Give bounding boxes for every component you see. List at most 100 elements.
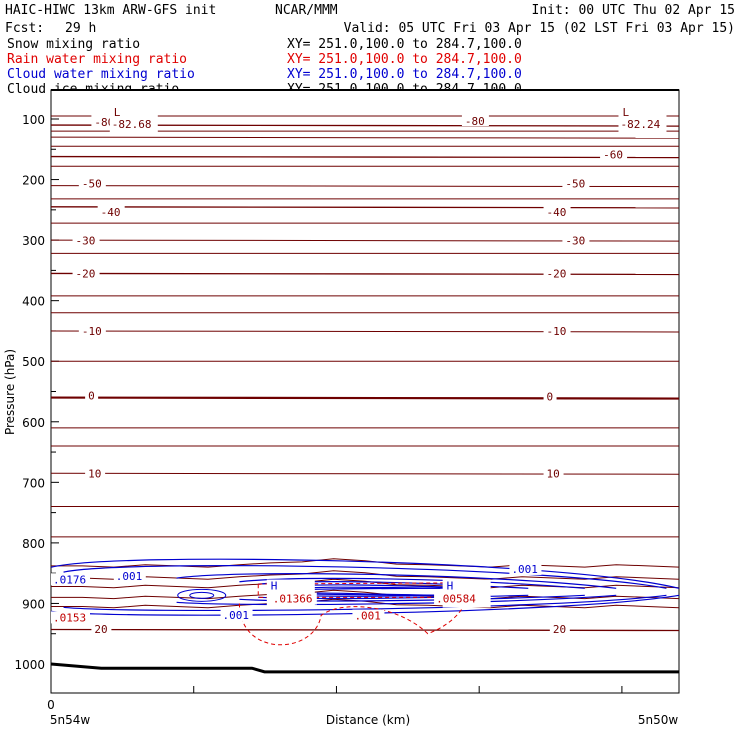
mixing-label-2: .001 — [511, 563, 538, 576]
field-name-0: Snow mixing ratio — [7, 37, 140, 52]
mixing-label-bg-0 — [113, 570, 146, 583]
field-name-2: Cloud water mixing ratio — [7, 67, 195, 82]
mixing-label-bg-4 — [51, 611, 90, 624]
temp-label-bg-6 — [543, 204, 571, 217]
temp-label-16: 10 — [547, 467, 560, 480]
field-xy-1: XY= 251.0,100.0 to 284.7,100.0 — [287, 52, 522, 67]
temp-label-bg-18 — [549, 622, 570, 635]
field-legend: Snow mixing ratio XY= 251.0,100.0 to 284.… — [7, 37, 522, 97]
temp-label-bg-16 — [543, 466, 564, 479]
y-tick-label-9: 1000 — [14, 658, 45, 672]
extremum-type-2: H — [271, 580, 278, 593]
y-axis-title: Pressure (hPa) — [3, 349, 17, 435]
temp-label-bg-2 — [600, 147, 628, 160]
isotherm-2 — [50, 155, 680, 159]
temp-label-bg-12 — [543, 324, 571, 337]
isotherm-7 — [50, 330, 680, 333]
cloud-water-contour-0 — [50, 558, 680, 616]
temp-label-4: -50 — [565, 177, 585, 190]
mixing-label-bg-5 — [270, 592, 317, 605]
extremum-type-1: L — [622, 106, 629, 119]
temp-label-12: -10 — [547, 325, 567, 338]
fcst-value: 29 h — [65, 21, 96, 36]
x-left-location: 5n54w — [50, 713, 91, 727]
temp-label-9: -20 — [76, 268, 96, 281]
model-title: HAIC-HIWC 13km ARW-GFS init — [5, 3, 216, 18]
cloud-water-contour-2 — [176, 573, 617, 606]
temp-label-bg-3 — [78, 176, 106, 189]
x-axis-title: Distance (km) — [326, 713, 410, 727]
field-xy-2: XY= 251.0,100.0 to 284.7,100.0 — [287, 67, 522, 82]
field-name-1: Rain water mixing ratio — [7, 52, 187, 67]
y-tick-label-4: 500 — [22, 355, 45, 369]
extremum-bg-1 — [618, 105, 667, 134]
temp-label-bg-14 — [543, 389, 557, 402]
temp-label-bg-1 — [461, 114, 489, 127]
temp-label-2: -60 — [603, 148, 623, 161]
mixing-label-7: .001 — [354, 610, 381, 623]
mixing-label-bg-7 — [352, 609, 385, 622]
mixing-label-5: .01366 — [273, 593, 313, 606]
temp-label-18: 20 — [553, 623, 566, 636]
mixing-label-bg-1 — [51, 573, 90, 586]
mixing-label-0: .001 — [116, 570, 143, 583]
init-time: Init: 00 UTC Thu 02 Apr 15 — [532, 3, 736, 18]
mixing-label-6: .00584 — [436, 593, 476, 606]
temp-label-bg-10 — [543, 266, 571, 279]
y-tick-label-6: 700 — [22, 476, 45, 490]
y-tick-label-8: 900 — [22, 597, 45, 611]
cloud-water-loop-1 — [189, 591, 215, 599]
extremum-value-0: -82.68 — [112, 118, 152, 131]
cloud-water-loop-0 — [177, 588, 227, 602]
cloud-water-contour-1 — [63, 565, 667, 612]
isotherm-8 — [50, 396, 680, 400]
org-label: NCAR/MMM — [275, 3, 338, 18]
isotherm-9 — [50, 472, 680, 475]
y-tick-label-7: 800 — [22, 537, 45, 551]
y-tick-label-5: 600 — [22, 416, 45, 430]
temp-label-5: -40 — [101, 206, 121, 219]
extremum-bg-0 — [109, 105, 158, 134]
y-tick-label-0: 100 — [22, 113, 45, 127]
x-right-location: 5n50w — [638, 713, 679, 727]
isotherm-1 — [50, 136, 680, 139]
cloud-water-contour-7 — [302, 587, 441, 596]
rain-water-contour-1 — [257, 582, 454, 598]
mixing-label-bg-2 — [509, 562, 542, 575]
temp-label-10: -20 — [547, 268, 567, 281]
mixing-label-bg-6 — [434, 592, 481, 605]
isotherm-10 — [50, 628, 680, 632]
temp-label-bg-17 — [91, 622, 112, 635]
temp-label-15: 10 — [88, 467, 101, 480]
header: HAIC-HIWC 13km ARW-GFS init NCAR/MMM Ini… — [5, 3, 735, 36]
temp-label-bg-8 — [562, 233, 590, 246]
temp-label-6: -40 — [547, 206, 567, 219]
field-xy-0: XY= 251.0,100.0 to 284.7,100.0 — [287, 37, 522, 52]
temp-label-bg-9 — [72, 266, 100, 279]
fcst-label: Fcst: — [5, 21, 44, 36]
mixing-label-bg-3 — [220, 608, 253, 621]
temp-label-7: -30 — [76, 234, 96, 247]
temp-label-14: 0 — [547, 391, 554, 404]
y-tick-label-2: 300 — [22, 234, 45, 248]
temp-label-bg-7 — [72, 233, 100, 246]
low-isotherm-1 — [50, 570, 680, 580]
temp-label-bg-11 — [78, 324, 106, 337]
temp-label-bg-5 — [97, 204, 125, 217]
x-tick-label-0: 0 — [47, 698, 55, 712]
extremum-type-3: H — [447, 580, 454, 593]
temp-label-0: -80 — [94, 116, 114, 129]
temp-label-bg-13 — [85, 388, 99, 401]
valid-time: Valid: 05 UTC Fri 03 Apr 15 (02 LST Fri … — [344, 21, 735, 36]
temp-label-1: -80 — [465, 115, 485, 128]
isotherm-6 — [50, 272, 680, 276]
temp-label-3: -50 — [82, 177, 102, 190]
temp-label-8: -30 — [565, 234, 585, 247]
y-tick-label-1: 200 — [22, 174, 45, 188]
temp-label-17: 20 — [94, 623, 107, 636]
temp-label-13: 0 — [88, 389, 95, 402]
extremum-value-1: -82.24 — [620, 118, 660, 131]
isotherm-4 — [50, 206, 680, 209]
temp-label-bg-4 — [562, 176, 590, 189]
